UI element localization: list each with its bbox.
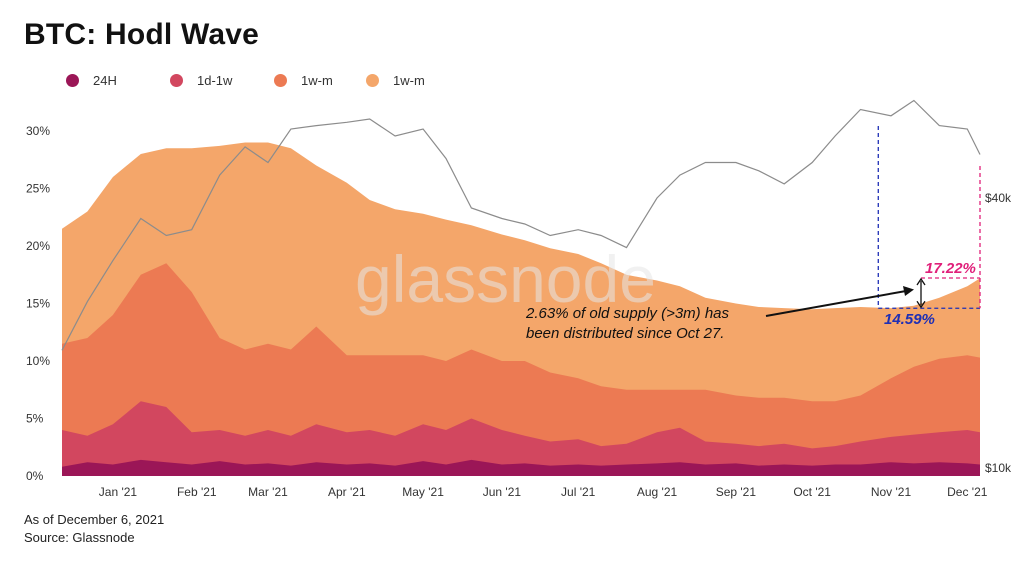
legend-dot-1d-1w xyxy=(170,73,183,87)
legend-label: 1d-1w xyxy=(197,72,233,88)
x-tick-label: Jun '21 xyxy=(483,485,522,499)
end-value-label: 17.22% xyxy=(925,260,976,277)
y-tick-label: 0% xyxy=(26,469,44,483)
right-tick-label: $40k xyxy=(985,191,1012,205)
x-tick-label: Jul '21 xyxy=(561,485,596,499)
difference-arrow-head-down xyxy=(916,300,926,309)
legend-label: 24H xyxy=(93,72,117,88)
callout-arrow xyxy=(765,290,907,317)
legend-item-1w-m-a[interactable]: 1w-m xyxy=(274,73,366,88)
callout-line-1: 2.63% of old supply (>3m) has xyxy=(525,305,730,322)
x-axis-ticks: Jan '21 Feb '21 Mar '21 Apr '21 May '21 Jun '… xyxy=(99,485,988,499)
y-tick-label: 5% xyxy=(26,412,44,426)
x-tick-label: Feb '21 xyxy=(177,485,217,499)
x-tick-label: Aug '21 xyxy=(637,485,678,499)
x-tick-label: Sep '21 xyxy=(716,485,757,499)
y-tick-label: 30% xyxy=(26,124,50,138)
y-tick-label: 15% xyxy=(26,297,50,311)
y-axis-ticks: 30% 25% 20% 15% 10% 5% 0% xyxy=(26,124,50,483)
legend: 24H 1d-1w 1w-m 1w-m xyxy=(66,70,456,90)
x-tick-label: Nov '21 xyxy=(871,485,912,499)
x-tick-label: Oct '21 xyxy=(793,485,831,499)
callout-line-2: been distributed since Oct 27. xyxy=(526,325,724,342)
footer-source: Source: Glassnode xyxy=(24,530,135,545)
legend-dot-24h xyxy=(66,73,79,87)
legend-item-1d-1w[interactable]: 1d-1w xyxy=(170,73,274,88)
legend-label: 1w-m xyxy=(393,72,425,88)
annotations: 14.59% 17.22% 2.63% of old supply (>3m) ha… xyxy=(525,126,981,342)
btc-price-line xyxy=(61,99,981,351)
start-value-label: 14.59% xyxy=(884,311,935,328)
btc-price-path xyxy=(61,99,981,351)
legend-label: 1w-m xyxy=(301,72,333,88)
chart-title: BTC: Hodl Wave xyxy=(24,18,260,51)
x-tick-label: Apr '21 xyxy=(328,485,366,499)
footer-date: As of December 6, 2021 xyxy=(24,512,165,527)
callout-arrow-head xyxy=(903,286,914,296)
x-tick-label: Jan '21 xyxy=(99,485,138,499)
legend-item-24h[interactable]: 24H xyxy=(66,73,170,88)
difference-arrow-head-up xyxy=(916,277,926,286)
x-tick-label: Mar '21 xyxy=(248,485,288,499)
right-axis-ticks: $40k $10k xyxy=(985,191,1012,475)
y-tick-label: 25% xyxy=(26,182,50,196)
x-tick-label: Dec '21 xyxy=(947,485,988,499)
legend-item-1w-m-b[interactable]: 1w-m xyxy=(366,73,456,88)
right-tick-label: $10k xyxy=(985,461,1012,475)
area-series-0 xyxy=(62,459,980,476)
x-tick-label: May '21 xyxy=(402,485,444,499)
legend-dot-1w-m xyxy=(366,73,379,87)
legend-dot-1w-m xyxy=(274,73,287,87)
watermark-text: glassnode xyxy=(355,242,656,316)
y-tick-label: 20% xyxy=(26,239,50,253)
area-series-1 xyxy=(62,401,980,476)
area-layers xyxy=(62,142,980,476)
area-series-2 xyxy=(62,263,980,476)
y-tick-label: 10% xyxy=(26,354,50,368)
